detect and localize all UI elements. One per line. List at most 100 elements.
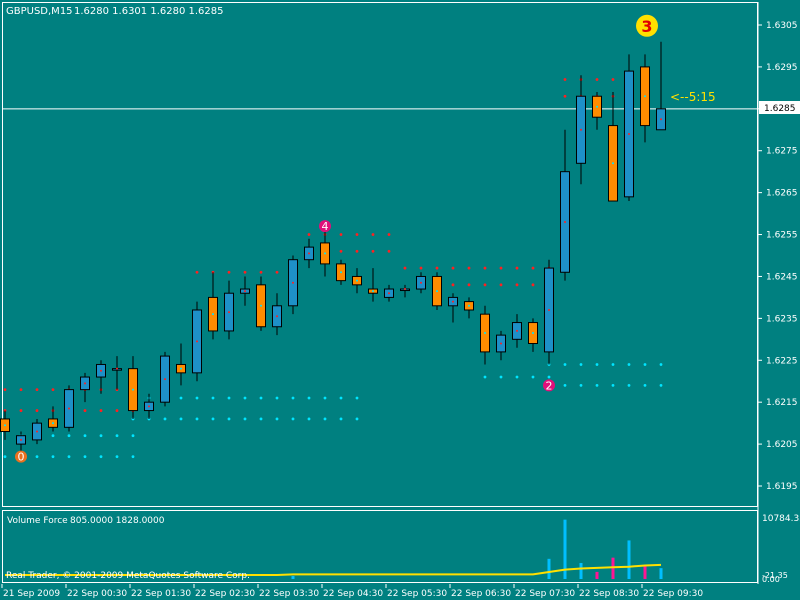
candle [544,259,554,365]
support-dot [643,384,647,387]
candle-midpoint-dot [100,369,102,372]
resistance-dot [99,409,103,412]
support-dot [195,396,199,400]
support-dot [131,455,135,459]
candle [224,280,234,340]
candle-midpoint-dot [388,292,390,295]
copyright-text: Real Trader, © 2001-2009 MetaQuotes Soft… [6,571,250,581]
volume-min-label: 0.00 [762,575,780,584]
candle-midpoint-dot [516,329,518,332]
wave-marker [543,379,555,392]
candle-midpoint-dot [468,304,470,307]
candle-midpoint-dot [324,252,326,255]
time-tick-label: 22 Sep 06:30 [451,589,511,599]
price-tick-label: 1.6295 [766,63,798,73]
candle-midpoint-dot [660,118,662,121]
candle-midpoint-dot [372,290,374,293]
volume-max-label: 10784.35 [762,514,800,524]
support-dot [339,396,343,400]
support-dot [179,417,183,421]
resistance-dot [595,78,599,81]
resistance-dot [499,283,503,287]
chart-symbol-label: GBPUSD,M15 [6,6,73,17]
resistance-dot [611,78,615,81]
volume-values: 805.0000 1828.0000 [70,516,165,526]
candle [464,297,474,319]
resistance-dot [339,249,343,253]
candle-midpoint-dot [500,342,502,345]
candle-midpoint-dot [580,128,582,131]
support-dot [547,375,551,379]
candle-midpoint-dot [276,315,278,318]
support-dot [579,384,583,387]
candle-midpoint-dot [228,311,230,314]
resistance-dot [515,283,519,287]
price-tick-label: 1.6275 [766,147,798,157]
resistance-dot [307,233,311,236]
candle-midpoint-dot [148,405,150,408]
support-dot [163,417,167,421]
wave-marker [319,220,331,233]
resistance-dot [435,266,439,270]
candle [432,272,442,310]
wave-marker-label: 2 [546,379,553,392]
volume-force-line [5,563,662,576]
wave-marker-label: 4 [322,220,329,233]
resistance-dot [3,388,7,392]
support-dot [131,434,135,438]
resistance-dot [403,266,407,270]
candle [336,259,346,285]
resistance-dot [19,388,23,392]
time-tick-label: 22 Sep 02:30 [195,589,255,599]
support-dot [611,384,615,387]
support-dot [323,417,327,421]
resistance-dot [195,270,199,274]
candle [16,431,26,453]
support-dot [243,396,247,400]
resistance-dot [483,283,487,287]
resistance-dot [451,266,455,270]
candle-midpoint-dot [4,424,6,427]
support-dot [339,417,343,421]
support-dot [51,455,55,459]
candle [496,330,506,361]
support-dot [259,396,263,400]
candle-midpoint-dot [180,367,182,370]
candle [384,284,394,302]
time-tick-label: 22 Sep 00:30 [67,589,127,599]
candle [592,92,602,130]
resistance-dot [339,233,343,236]
price-tick-label: 1.6245 [766,272,798,282]
candle-midpoint-dot [84,382,86,385]
candle [656,41,666,131]
resistance-dot [83,409,87,412]
candle [608,92,618,202]
candle-midpoint-dot [52,422,54,425]
support-dot [659,363,663,366]
candle-midpoint-dot [564,220,566,223]
support-dot [3,455,7,459]
support-dot [291,417,295,421]
wave-3-marker [636,14,658,37]
support-dot [243,417,247,421]
candle [144,393,154,419]
resistance-dot [499,266,503,270]
resistance-dot [19,409,23,412]
candle [240,276,250,306]
candle-midpoint-dot [596,105,598,108]
time-tick-label: 22 Sep 08:30 [579,589,639,599]
price-tick-label: 1.6225 [766,356,798,366]
candle [0,410,10,440]
candle [304,238,314,269]
resistance-dot [51,388,55,392]
candle-midpoint-dot [452,300,454,303]
resistance-dot [355,249,359,253]
resistance-dot [387,233,391,236]
resistance-dot [531,283,535,287]
candle [480,305,490,365]
candle-midpoint-dot [116,367,118,370]
resistance-dot [259,270,263,274]
candle-midpoint-dot [404,288,406,291]
support-dot [227,417,231,421]
candle [48,406,58,432]
